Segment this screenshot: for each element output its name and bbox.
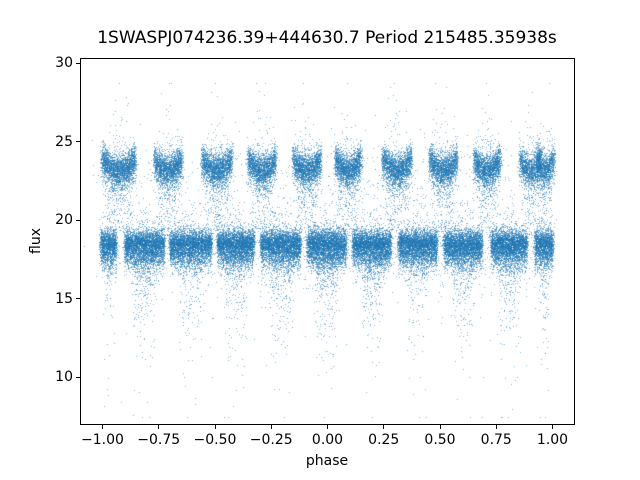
y-tick-label: 25 (55, 133, 73, 150)
x-tick-label: −0.75 (137, 432, 181, 448)
y-tick (76, 376, 80, 378)
x-axis-label: phase (305, 453, 349, 469)
y-tick-label: 20 (55, 212, 73, 229)
x-tick-label: 0.00 (311, 432, 344, 448)
y-tick (76, 141, 80, 143)
x-tick (102, 425, 103, 429)
x-tick (439, 425, 441, 429)
x-tick-label: −1.00 (81, 432, 124, 448)
y-tick-label: 15 (55, 290, 73, 307)
x-tick-label: 0.50 (424, 432, 456, 448)
y-axis-label: flux (28, 228, 44, 254)
x-tick (552, 425, 553, 429)
x-tick-label: 1.00 (536, 432, 569, 448)
x-tick-label: 0.25 (368, 432, 400, 448)
x-tick-label: −0.25 (249, 432, 293, 448)
x-tick (270, 425, 272, 429)
x-tick-label: 0.75 (480, 432, 512, 448)
chart-title: 1SWASPJ074236.39+444630.7 Period 215485.… (97, 28, 557, 48)
x-tick (158, 425, 160, 429)
x-tick (327, 425, 328, 429)
y-tick (76, 298, 80, 300)
x-tick (383, 425, 385, 429)
scatter-plot-canvas (80, 58, 575, 425)
x-tick-label: −0.50 (193, 432, 237, 448)
y-tick-label: 10 (55, 369, 73, 386)
y-tick (76, 62, 80, 64)
y-tick (76, 219, 80, 221)
x-tick (214, 425, 216, 429)
y-tick-label: 30 (55, 55, 73, 72)
x-tick (495, 425, 497, 429)
